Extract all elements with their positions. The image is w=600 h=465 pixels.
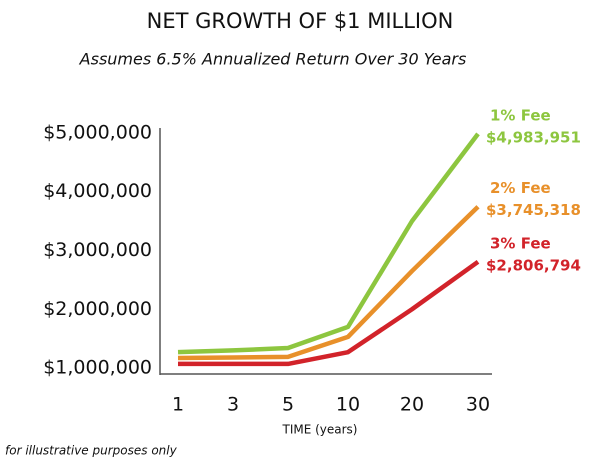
- chart-subtitle: Assumes 6.5% Annualized Return Over 30 Y…: [79, 50, 467, 69]
- value-label: $4,983,951: [486, 128, 581, 146]
- y-tick-label: $1,000,000: [43, 357, 152, 379]
- y-tick-label: $2,000,000: [43, 298, 152, 320]
- chart-title: NET GROWTH OF $1 MILLION: [147, 9, 454, 33]
- x-tick-label: 20: [400, 394, 424, 416]
- series-label: 3% Fee: [490, 234, 551, 252]
- x-tick-label: 3: [227, 394, 239, 416]
- x-tick-label: 30: [466, 394, 490, 416]
- x-tick-label: 1: [172, 394, 184, 416]
- series-line: [177, 205, 480, 361]
- value-label: $2,806,794: [486, 256, 581, 274]
- series-line: [178, 260, 480, 367]
- y-tick-label: $5,000,000: [43, 121, 152, 143]
- note: for illustrative purposes only: [5, 444, 178, 458]
- x-tick-label: 5: [282, 394, 294, 416]
- series-label: 2% Fee: [490, 179, 551, 197]
- series-label: 1% Fee: [490, 106, 551, 124]
- series-line: [177, 132, 480, 355]
- y-tick-label: $4,000,000: [43, 180, 152, 202]
- x-tick-label: 10: [336, 394, 360, 416]
- y-tick-label: $3,000,000: [43, 239, 152, 261]
- value-label: $3,745,318: [486, 201, 581, 219]
- x-axis-label: TIME (years): [281, 423, 357, 437]
